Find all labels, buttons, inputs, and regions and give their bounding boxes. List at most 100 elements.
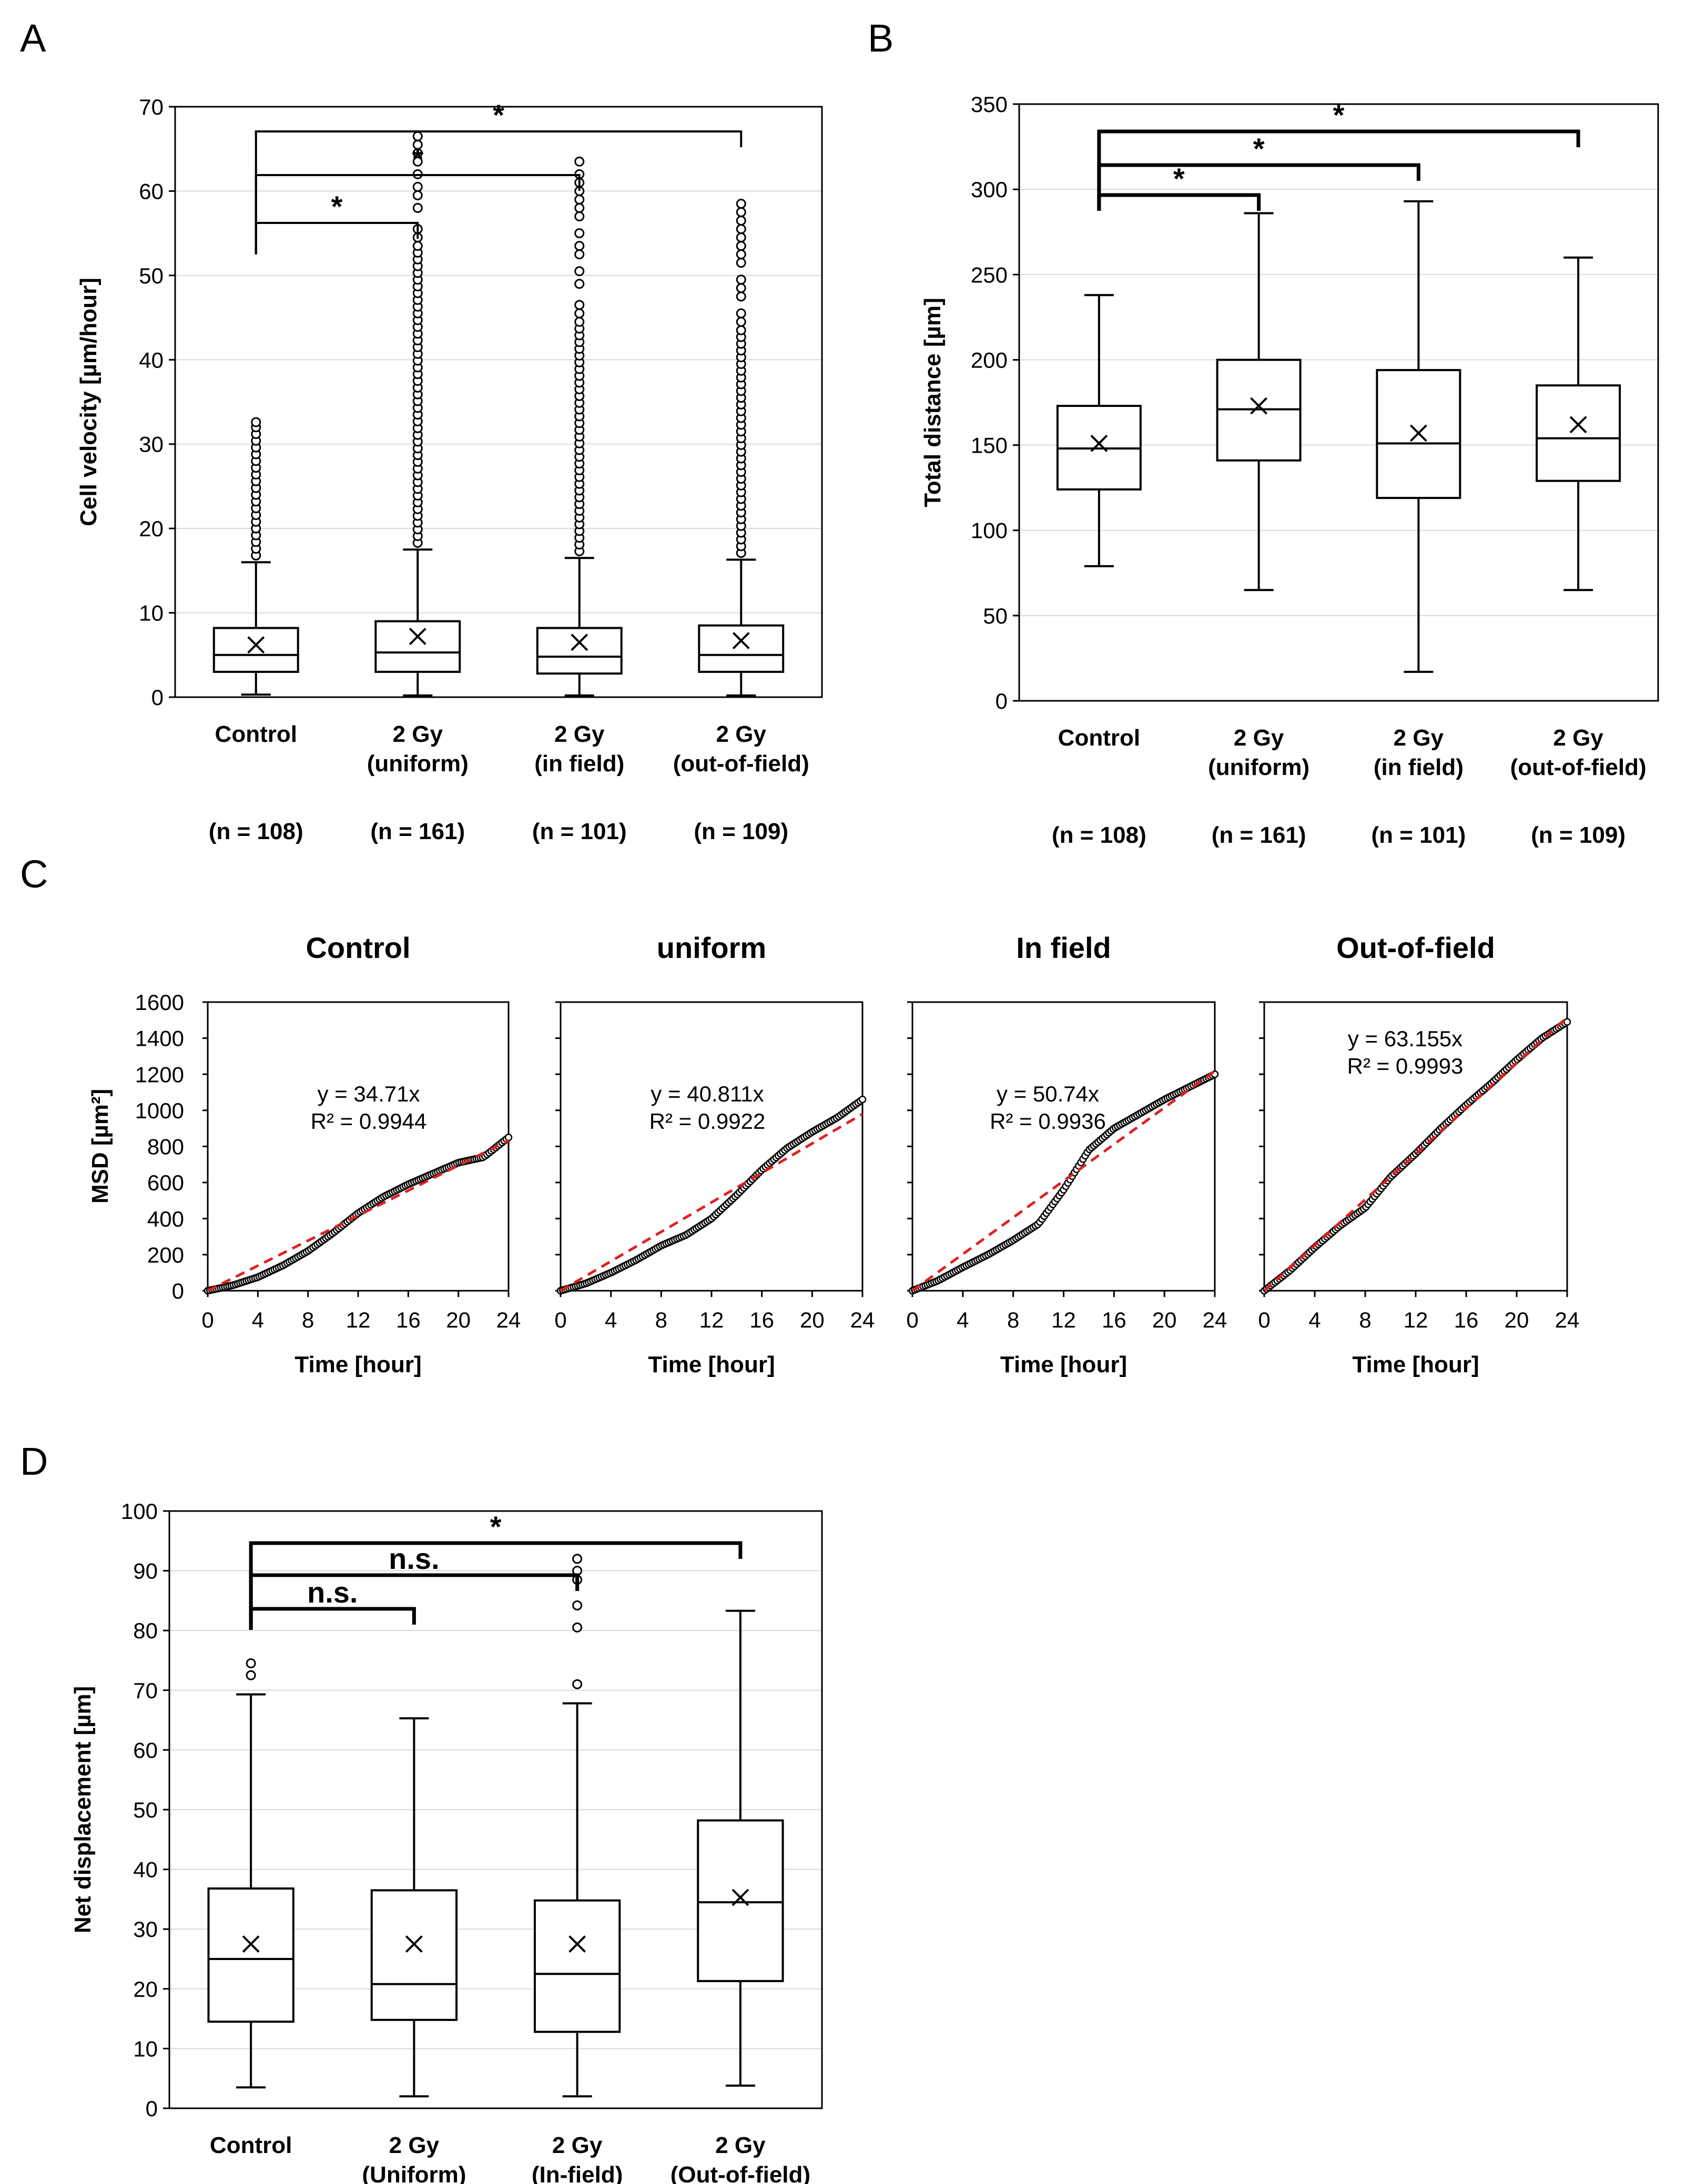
y-tick-label: 150 bbox=[971, 433, 1008, 458]
y-tick-label: 1600 bbox=[135, 990, 184, 1015]
y-tick-label: 600 bbox=[147, 1170, 184, 1195]
y-tick-label: 40 bbox=[139, 348, 164, 372]
box-iqr bbox=[1536, 384, 1621, 482]
y-tick-label: 30 bbox=[133, 1917, 158, 1942]
y-tick-label: 80 bbox=[133, 1618, 158, 1643]
y-tick-label: 10 bbox=[133, 2036, 158, 2061]
y-tick-label: 70 bbox=[139, 95, 164, 119]
significance-label: n.s. bbox=[389, 1542, 439, 1575]
category-label: (In-field) bbox=[532, 2162, 623, 2184]
category-label: 2 Gy bbox=[389, 2132, 440, 2158]
plot-frame bbox=[174, 106, 823, 698]
category-label: 2 Gy bbox=[1234, 725, 1284, 751]
outlier-point bbox=[412, 190, 423, 200]
y-tick-label: 90 bbox=[133, 1559, 158, 1584]
fit-equation: y = 50.74x bbox=[997, 1081, 1099, 1106]
linear-fit-line bbox=[207, 1139, 510, 1292]
x-tick-label: 20 bbox=[446, 1308, 471, 1332]
significance-label: * bbox=[412, 142, 423, 175]
plot-frame bbox=[1018, 103, 1659, 702]
mean-marker bbox=[1090, 434, 1108, 452]
msd-data-point bbox=[858, 1096, 867, 1104]
category-label: 2 Gy bbox=[1394, 725, 1444, 751]
y-tick-label: 70 bbox=[133, 1678, 158, 1703]
y-tick-label: 100 bbox=[121, 1499, 158, 1524]
category-label: Control bbox=[210, 2132, 292, 2158]
n-label: (n = 109) bbox=[1531, 822, 1626, 848]
fit-r-squared: R² = 0.9944 bbox=[311, 1109, 427, 1134]
x-tick-label: 8 bbox=[1359, 1308, 1371, 1332]
x-tick-label: 4 bbox=[1308, 1308, 1321, 1332]
x-tick-label: 8 bbox=[1007, 1308, 1019, 1332]
outlier-point bbox=[574, 194, 585, 205]
outlier-point bbox=[574, 241, 585, 251]
panel-d-net-displacement-chart: 0 10 20 30 40 50 60 70 80 90 100 Net displacement [… bbox=[70, 1499, 823, 2184]
y-tick-label: 30 bbox=[139, 432, 164, 457]
y-tick-label: 50 bbox=[133, 1798, 158, 1822]
outlier-point bbox=[572, 1554, 583, 1564]
outlier-point bbox=[736, 224, 746, 234]
x-axis-label: Time [hour] bbox=[648, 1352, 775, 1377]
y-axis-label: Net displacement [µm] bbox=[70, 1686, 96, 1933]
panel-label-d: D bbox=[20, 1440, 48, 1483]
linear-fit-line bbox=[560, 1113, 864, 1292]
n-label: (n = 108) bbox=[209, 819, 303, 844]
outlier-point bbox=[574, 279, 585, 289]
mean-marker bbox=[1409, 424, 1427, 442]
y-tick-label: 0 bbox=[146, 2096, 158, 2121]
y-tick-label: 0 bbox=[151, 685, 164, 710]
significance-label: n.s. bbox=[307, 1576, 358, 1609]
x-tick-label: 16 bbox=[1454, 1308, 1479, 1332]
significance-label: * bbox=[331, 190, 343, 223]
y-tick-label: 60 bbox=[139, 179, 164, 203]
y-tick-label: 20 bbox=[133, 1977, 158, 2002]
category-label: (in field) bbox=[534, 751, 624, 777]
category-label: 2 Gy bbox=[715, 2132, 766, 2158]
x-tick-label: 0 bbox=[201, 1308, 214, 1332]
box-iqr bbox=[374, 620, 461, 673]
category-label: Control bbox=[215, 721, 297, 747]
panel-label-c: C bbox=[20, 852, 48, 896]
y-tick-label: 250 bbox=[971, 262, 1008, 287]
outlier-point bbox=[736, 241, 746, 251]
y-tick-label: 100 bbox=[971, 518, 1008, 543]
outlier-point bbox=[736, 291, 746, 302]
msd-data-point bbox=[1563, 1018, 1571, 1026]
x-tick-label: 16 bbox=[1102, 1308, 1126, 1332]
mean-marker bbox=[1569, 416, 1587, 434]
mean-marker bbox=[242, 1935, 260, 1953]
mean-marker bbox=[405, 1935, 423, 1953]
significance-bracket bbox=[1097, 129, 1580, 210]
x-tick-label: 12 bbox=[699, 1308, 724, 1332]
outlier-point bbox=[574, 228, 585, 239]
fit-r-squared: R² = 0.9922 bbox=[649, 1109, 766, 1134]
x-tick-label: 0 bbox=[554, 1308, 566, 1332]
x-axis-label: Time [hour] bbox=[294, 1352, 421, 1377]
box-iqr bbox=[698, 624, 785, 673]
category-label: 2 Gy bbox=[552, 2132, 603, 2158]
category-label: 2 Gy bbox=[716, 721, 767, 747]
x-tick-label: 16 bbox=[749, 1308, 774, 1332]
category-label: 2 Gy bbox=[393, 721, 443, 747]
fit-r-squared: R² = 0.9936 bbox=[990, 1109, 1106, 1134]
y-axis-label: Total distance [µm] bbox=[920, 298, 946, 507]
category-label: (Out-of-field) bbox=[671, 2162, 810, 2184]
outlier-point bbox=[736, 216, 746, 226]
subplot-title: uniform bbox=[657, 931, 766, 964]
y-tick-label: 200 bbox=[147, 1242, 184, 1267]
x-tick-label: 24 bbox=[496, 1308, 521, 1332]
significance-label: * bbox=[490, 1510, 502, 1543]
category-label: Control bbox=[1058, 725, 1140, 751]
y-tick-label: 0 bbox=[996, 689, 1008, 713]
x-tick-label: 20 bbox=[1152, 1308, 1177, 1332]
outlier-point bbox=[574, 308, 585, 319]
outlier-point bbox=[736, 249, 746, 260]
x-tick-label: 4 bbox=[252, 1308, 264, 1332]
outlier-point bbox=[736, 274, 746, 285]
x-tick-label: 16 bbox=[396, 1308, 421, 1332]
x-tick-label: 4 bbox=[605, 1308, 617, 1332]
fit-r-squared: R² = 0.9993 bbox=[1347, 1054, 1464, 1078]
y-tick-label: 1000 bbox=[135, 1098, 184, 1123]
